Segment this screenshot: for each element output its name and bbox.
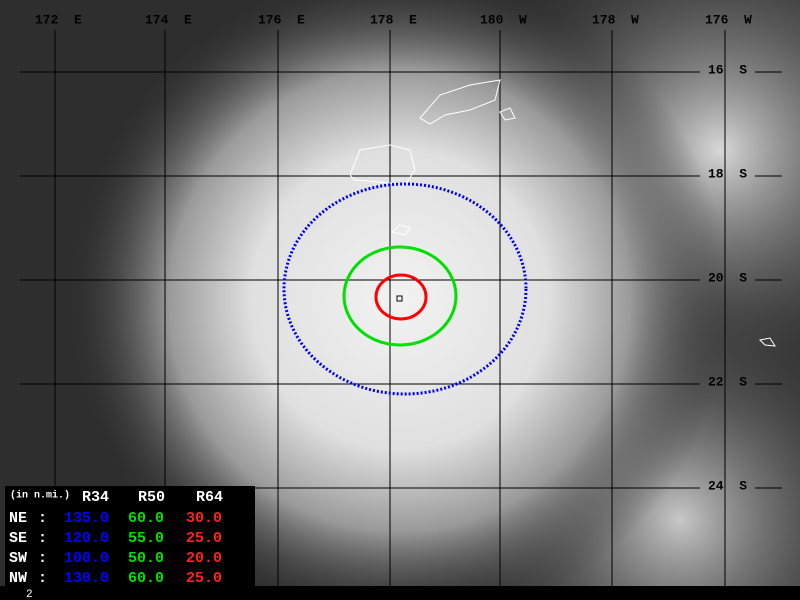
table-background: [5, 486, 255, 586]
radius-value: 20.0: [186, 550, 222, 567]
latitude-label: 24 S: [708, 478, 747, 493]
r34-ring: [282, 182, 528, 396]
radius-value: 135.0: [64, 510, 109, 527]
radius-value: 55.0: [128, 530, 164, 547]
footer: [0, 586, 800, 600]
longitude-label: 176 W: [705, 12, 752, 27]
quadrant: NW: [9, 570, 27, 587]
radius-value: 25.0: [186, 530, 222, 547]
longitude-label: 174 E: [145, 12, 192, 27]
latitude-label: 22 S: [708, 374, 747, 389]
quadrant: NE: [9, 510, 27, 527]
radius-value: 60.0: [128, 510, 164, 527]
unit-note: (in n.mi.): [10, 490, 70, 502]
longitude-label: 180 W: [480, 12, 527, 27]
radius-value: 60.0: [128, 570, 164, 587]
column-header: R50: [138, 489, 165, 506]
longitude-label: 178 W: [592, 12, 639, 27]
quadrant: SE: [9, 530, 27, 547]
radius-value: 50.0: [128, 550, 164, 567]
coastlines: [349, 79, 776, 347]
grid: 172 E 174 E 176 E 178 E 180 W 178 W 176 W 16 S 1…: [20, 12, 782, 586]
separator: :: [38, 570, 47, 587]
longitude-label: 176 E: [258, 12, 305, 27]
r50-ring: [342, 245, 458, 347]
separator: :: [38, 550, 47, 567]
column-header: R34: [82, 489, 109, 506]
frame-number: 2: [26, 589, 33, 600]
latitude-label: 18 S: [708, 166, 747, 181]
latitude-label: 16 S: [708, 62, 747, 77]
separator: :: [38, 530, 47, 547]
radius-value: 100.0: [64, 550, 109, 567]
storm-center: [396, 295, 403, 302]
column-header: R64: [196, 489, 223, 506]
quadrant: SW: [9, 550, 27, 567]
radius-value: 120.0: [64, 530, 109, 547]
latitude-label: 20 S: [708, 270, 747, 285]
radius-value: 25.0: [186, 570, 222, 587]
longitude-label: 178 E: [370, 12, 417, 27]
r64-ring: [374, 273, 428, 321]
longitude-label: 172 E: [35, 12, 82, 27]
separator: :: [38, 510, 47, 527]
radius-value: 30.0: [186, 510, 222, 527]
radius-value: 130.0: [64, 570, 109, 587]
